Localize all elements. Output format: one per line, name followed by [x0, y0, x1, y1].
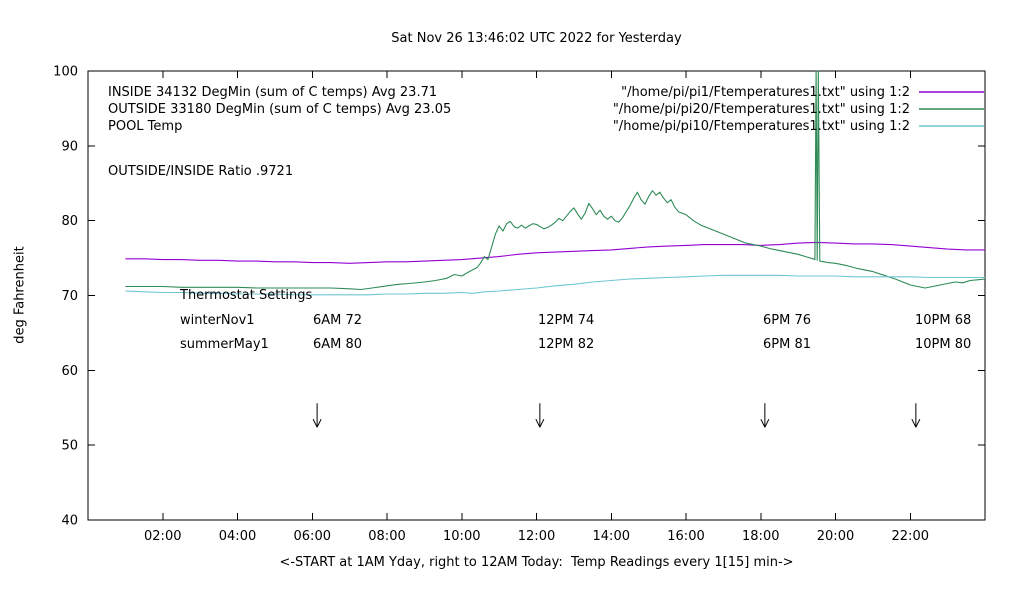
legend-row-pool: POOL Temp "/home/pi/pi10/Ftemperatures1.… [108, 118, 910, 135]
svg-text:18:00: 18:00 [742, 529, 779, 544]
svg-text:60: 60 [61, 364, 78, 379]
legend-row-outside: OUTSIDE 33180 DegMin (sum of C temps) Av… [108, 101, 910, 118]
chart-title: Sat Nov 26 13:46:02 UTC 2022 for Yesterd… [391, 31, 682, 46]
svg-text:70: 70 [61, 289, 78, 304]
legend-row-inside: INSIDE 34132 DegMin (sum of C temps) Avg… [108, 84, 910, 101]
svg-text:90: 90 [61, 139, 78, 154]
thermostat-value: 6AM 72 [313, 313, 363, 328]
svg-text:04:00: 04:00 [219, 529, 256, 544]
ratio-label: OUTSIDE/INSIDE Ratio .9721 [108, 164, 294, 179]
thermostat-value: 10PM 68 [915, 313, 972, 328]
thermostat-value: 12PM 74 [538, 313, 595, 328]
thermostat-row-label: winterNov1 [180, 313, 255, 328]
thermostat-heading: Thermostat Settings [180, 288, 313, 303]
thermostat-row-winter: winterNov1 6AM 72 12PM 74 6PM 76 10PM 68 [0, 312, 1020, 329]
thermostat-row-summer: summerMay1 6AM 80 12PM 82 6PM 81 10PM 80 [0, 336, 1020, 353]
svg-text:50: 50 [61, 439, 78, 454]
svg-text:12:00: 12:00 [518, 529, 555, 544]
svg-text:10:00: 10:00 [443, 529, 480, 544]
svg-text:14:00: 14:00 [593, 529, 630, 544]
svg-text:02:00: 02:00 [144, 529, 181, 544]
legend-file-path: "/home/pi/pi1/Ftemperatures1.txt" using … [621, 85, 910, 100]
legend-series-label: INSIDE 34132 DegMin (sum of C temps) Avg… [108, 85, 438, 100]
svg-text:20:00: 20:00 [817, 529, 854, 544]
svg-text:40: 40 [61, 514, 78, 529]
svg-text:16:00: 16:00 [667, 529, 704, 544]
thermostat-row-label: summerMay1 [180, 337, 269, 352]
legend-file-path: "/home/pi/pi10/Ftemperatures1.txt" using… [612, 119, 910, 134]
legend-series-label: OUTSIDE 33180 DegMin (sum of C temps) Av… [108, 102, 452, 117]
thermostat-value: 10PM 80 [915, 337, 972, 352]
x-axis-label: <-START at 1AM Yday, right to 12AM Today… [279, 555, 794, 570]
svg-text:22:00: 22:00 [892, 529, 929, 544]
svg-text:08:00: 08:00 [368, 529, 405, 544]
svg-text:06:00: 06:00 [294, 529, 331, 544]
legend-series-label: POOL Temp [108, 119, 183, 134]
thermostat-value: 12PM 82 [538, 337, 595, 352]
thermostat-value: 6PM 76 [763, 313, 812, 328]
svg-text:100: 100 [53, 65, 78, 80]
y-axis-label: deg Fahrenheit [12, 246, 28, 344]
svg-text:80: 80 [61, 214, 78, 229]
legend-file-path: "/home/pi/pi20/Ftemperatures1.txt" using… [612, 102, 910, 117]
thermostat-value: 6AM 80 [313, 337, 363, 352]
thermostat-value: 6PM 81 [763, 337, 812, 352]
